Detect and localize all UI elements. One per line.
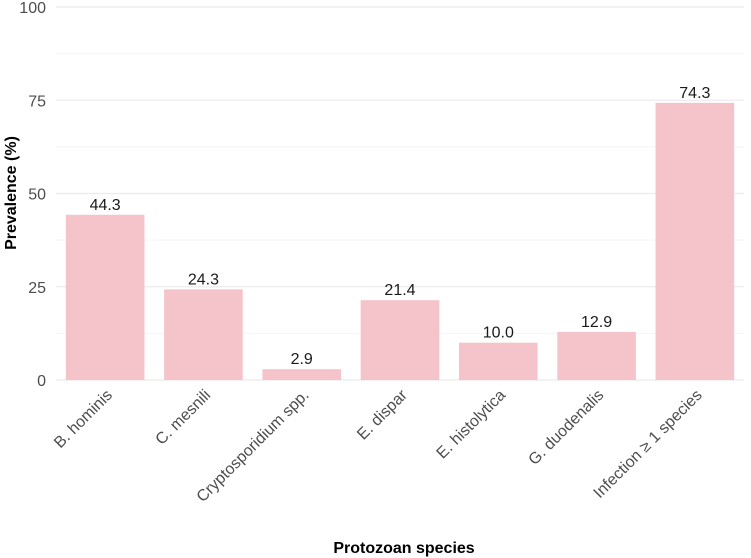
bar	[557, 331, 636, 380]
bar	[262, 369, 342, 380]
y-tick-label: 25	[28, 280, 46, 297]
data-label: 74.3	[679, 85, 710, 102]
x-axis-title: Protozoan species	[333, 540, 474, 557]
bars	[65, 102, 735, 381]
y-tick-label: 100	[19, 0, 46, 17]
y-tick-label: 75	[28, 93, 46, 110]
y-axis-title: Prevalence (%)	[3, 136, 20, 250]
bar	[164, 289, 243, 380]
data-labels: 44.3 24.3 2.9 21.4 10.0 12.9 74.3	[90, 85, 711, 368]
y-axis-ticks: 0 25 50 75 100	[19, 0, 46, 390]
data-label: 12.9	[581, 314, 612, 331]
data-label: 10.0	[483, 325, 514, 342]
data-label: 24.3	[188, 271, 219, 288]
y-tick-label: 0	[37, 373, 46, 390]
y-tick-label: 50	[28, 187, 46, 204]
bar	[65, 214, 145, 380]
data-label: 21.4	[384, 282, 415, 299]
bar	[360, 300, 440, 380]
bar	[458, 342, 538, 380]
data-label: 2.9	[291, 351, 313, 368]
data-label: 44.3	[90, 197, 121, 214]
bar	[655, 102, 735, 381]
